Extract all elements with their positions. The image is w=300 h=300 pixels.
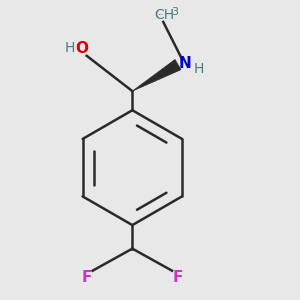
Text: F: F — [82, 270, 92, 285]
Text: H: H — [64, 41, 75, 56]
Text: 3: 3 — [171, 7, 178, 17]
Text: CH: CH — [154, 8, 174, 22]
Text: H: H — [194, 62, 204, 76]
Text: N: N — [179, 56, 192, 70]
Text: F: F — [173, 270, 183, 285]
Polygon shape — [132, 59, 181, 91]
Text: methyl: methyl — [159, 14, 164, 15]
Text: O: O — [75, 41, 88, 56]
